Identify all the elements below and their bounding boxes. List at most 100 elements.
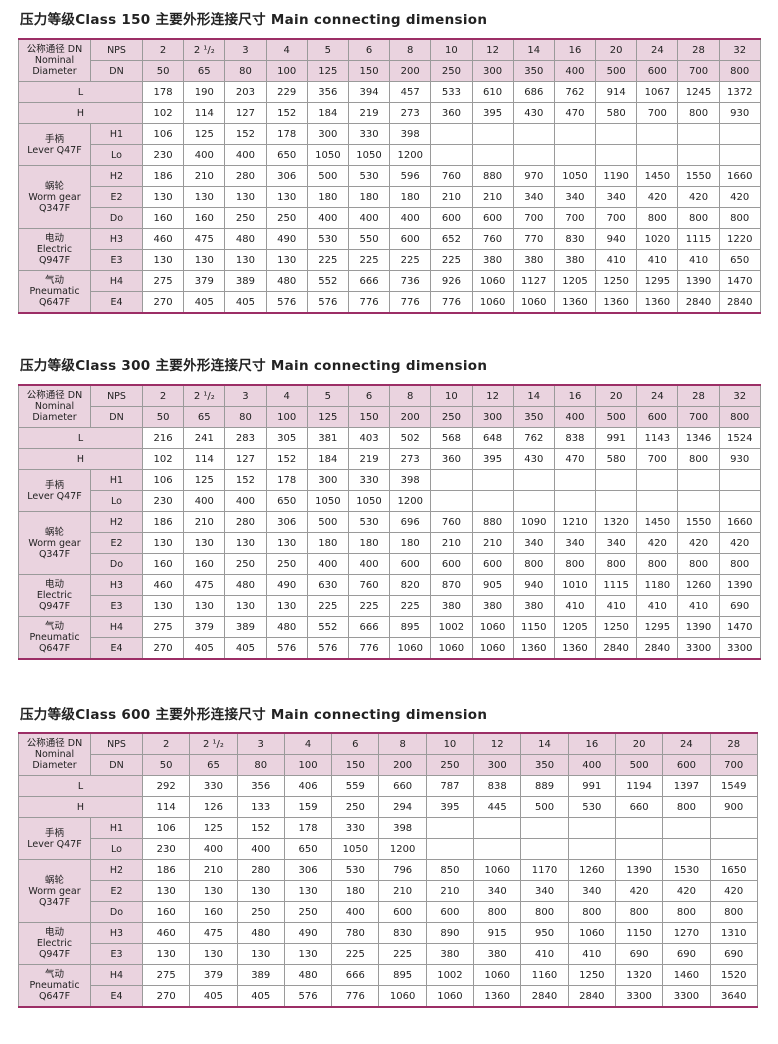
dn-cell: 65 (189, 754, 238, 776)
nps-cell: 12 (471, 384, 514, 407)
value-cell: 225 (331, 943, 380, 965)
value-cell: 400 (347, 553, 391, 575)
value-cell: 500 (520, 796, 569, 818)
nps-cell: 6 (331, 732, 380, 755)
value-cell: 178 (283, 817, 333, 839)
value-cell: 130 (189, 943, 238, 965)
nps-cell: 10 (425, 732, 475, 755)
value-cell: 125 (183, 123, 226, 145)
row-label-lo: Lo (90, 144, 143, 166)
label-line: Q947F (38, 949, 71, 960)
label-line: 气动 (44, 621, 64, 632)
value-cell: 340 (512, 532, 555, 554)
value-cell: 552 (306, 616, 349, 638)
value-cell: 600 (471, 553, 514, 575)
value-cell: 250 (265, 553, 308, 575)
dn-cell: 50 (141, 406, 185, 428)
value-cell: 1060 (473, 859, 522, 881)
value-cell: 1060 (471, 616, 514, 638)
table-title: 压力等级Class 300 主要外形连接尺寸 Main connecting d… (20, 358, 488, 374)
value-cell: 250 (265, 207, 308, 229)
value-cell: 800 (567, 901, 616, 923)
value-cell: 820 (389, 574, 432, 596)
value-cell: 225 (347, 249, 391, 271)
value-cell: 230 (141, 490, 185, 512)
value-cell: 152 (236, 817, 285, 839)
value-cell: 1060 (389, 637, 432, 660)
value-cell: 736 (389, 270, 432, 292)
value-cell (512, 123, 555, 145)
nps-cell: 12 (473, 732, 522, 755)
table-row: 蜗轮 Worm gear Q347F H2 186 210 280 306 500 530 596 7… (18, 165, 761, 229)
value-cell: 400 (306, 207, 349, 229)
value-cell: 600 (430, 207, 473, 229)
nps-cell: 2 ¹/₂ (189, 732, 238, 755)
value-cell: 410 (553, 595, 597, 617)
nps-label: NPS (90, 384, 143, 407)
value-cell: 180 (347, 186, 391, 208)
value-cell: 178 (265, 123, 308, 145)
value-cell: 800 (512, 553, 555, 575)
value-cell: 1450 (636, 165, 679, 187)
value-cell: 216 (141, 427, 185, 449)
value-cell: 480 (224, 228, 267, 250)
value-cell: 830 (553, 228, 597, 250)
value-cell: 1250 (595, 616, 638, 638)
value-cell: 133 (236, 796, 285, 818)
value-cell: 130 (265, 595, 308, 617)
row-label-e2: E2 (90, 880, 143, 902)
value-cell: 648 (471, 427, 514, 449)
value-cell (677, 144, 720, 166)
value-cell: 1060 (471, 270, 514, 292)
value-cell: 800 (636, 553, 679, 575)
nps-cell: 3 (236, 732, 285, 755)
value-cell: 405 (183, 291, 226, 314)
value-cell: 666 (331, 964, 380, 986)
value-cell: 270 (141, 985, 191, 1008)
value-cell: 530 (567, 796, 616, 818)
header-row-nps: 公称通径 DN Nominal Diameter NPS 2 2 ¹/₂ 3 4 6 8 10 12 1… (18, 732, 758, 776)
value-cell: 800 (473, 901, 522, 923)
value-cell: 250 (236, 901, 285, 923)
group-label: 手柄 Lever Q47F (18, 123, 91, 166)
value-cell: 273 (389, 102, 432, 124)
value-cell: 330 (189, 775, 238, 797)
value-cell: 340 (553, 532, 597, 554)
value-cell: 405 (224, 291, 267, 314)
value-cell: 127 (224, 448, 267, 470)
label-line: Q647F (38, 991, 71, 1002)
value-cell: 225 (389, 249, 432, 271)
value-cell: 576 (265, 291, 308, 314)
row-label-e3: E3 (90, 943, 143, 965)
group-label: 电动 Electric Q947F (18, 922, 91, 965)
table-row: Do 160 160 250 250 400 600 600 800 800 800 800 800 80… (19, 901, 758, 923)
value-cell: 666 (347, 270, 391, 292)
label-line: 蜗轮 (44, 526, 64, 538)
label-line: Nominal (34, 401, 75, 412)
value-cell: 900 (709, 796, 758, 818)
value-cell (512, 144, 555, 166)
nps-cell: 10 (430, 38, 473, 61)
label-line: 蜗轮 (44, 180, 64, 192)
value-cell: 270 (141, 637, 185, 660)
nps-cell: 2 (141, 38, 185, 61)
dn-cell: 700 (677, 406, 720, 428)
value-cell: 360 (430, 102, 473, 124)
label-line: Q347F (38, 896, 71, 908)
value-cell (718, 469, 761, 491)
value-cell: 180 (347, 532, 391, 554)
label-line: Diameter (32, 412, 77, 423)
dn-cell: 80 (224, 60, 267, 82)
value-cell: 340 (567, 880, 616, 902)
nps-cell: 2 (141, 384, 185, 407)
value-cell: 229 (265, 81, 308, 103)
value-cell: 800 (677, 448, 720, 470)
value-cell: 1060 (471, 291, 514, 314)
value-cell: 1660 (718, 165, 761, 187)
dn-cell: 200 (378, 754, 427, 776)
value-cell: 1002 (425, 964, 475, 986)
value-cell: 800 (662, 901, 711, 923)
value-cell: 2840 (520, 985, 569, 1008)
value-cell: 1090 (512, 511, 555, 533)
value-cell: 225 (306, 595, 349, 617)
